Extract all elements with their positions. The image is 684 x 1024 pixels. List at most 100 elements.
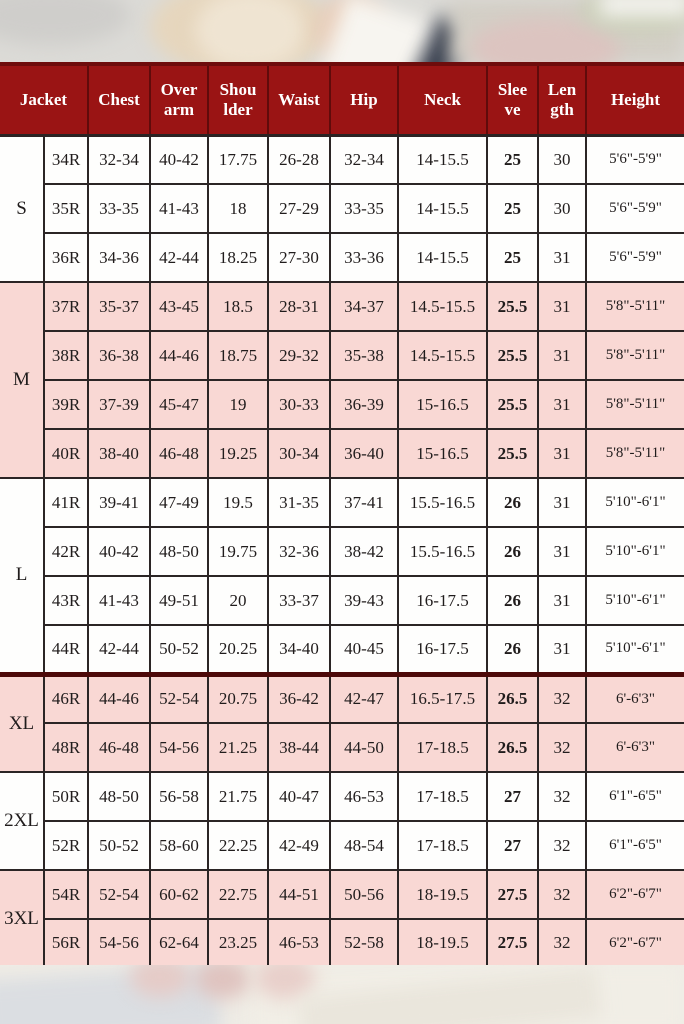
data-cell: 36-39 — [329, 379, 399, 430]
data-cell: 36-42 — [267, 671, 331, 724]
data-cell: 40-42 — [87, 526, 151, 577]
data-cell: 36-38 — [87, 330, 151, 381]
data-cell: 37-39 — [87, 379, 151, 430]
photo-blur-blob — [195, 965, 250, 999]
data-cell: 54-56 — [149, 722, 209, 773]
data-cell: 21.25 — [207, 722, 269, 773]
data-cell: 5'10"-6'1" — [585, 624, 684, 675]
data-cell: 5'6"-5'9" — [585, 232, 684, 283]
data-cell: 15-16.5 — [397, 379, 488, 430]
data-cell: 42-44 — [149, 232, 209, 283]
data-cell: 34-40 — [267, 624, 331, 675]
data-cell: 45-47 — [149, 379, 209, 430]
table-row: 42R 40-42 48-50 19.75 32-36 38-42 15.5-16.5 26 3… — [0, 526, 684, 577]
table-row: L 41R 39-41 47-49 19.5 31-35 37-41 15.5-16.5 26 3… — [0, 477, 684, 675]
data-cell: 50-52 — [149, 624, 209, 675]
data-cell: 14.5-15.5 — [397, 281, 488, 332]
data-cell: 18-19.5 — [397, 869, 488, 920]
data-cell: 27-29 — [267, 183, 331, 234]
data-cell: 5'8"-5'11" — [585, 379, 684, 430]
data-cell: 26 — [486, 477, 539, 528]
data-cell: 17-18.5 — [397, 771, 488, 822]
size-cell: 50R — [43, 771, 89, 822]
data-cell: 31 — [537, 624, 587, 675]
background-photo-top — [0, 0, 684, 62]
data-cell: 20.25 — [207, 624, 269, 675]
data-cell: 33-36 — [329, 232, 399, 283]
data-cell: 32 — [537, 671, 587, 724]
data-cell: 26.5 — [486, 671, 539, 724]
data-cell: 52-58 — [329, 918, 399, 970]
data-cell: 52-54 — [149, 671, 209, 724]
data-cell: 5'8"-5'11" — [585, 330, 684, 381]
data-cell: 39-41 — [87, 477, 151, 528]
data-cell: 31 — [537, 428, 587, 479]
data-cell: 30-34 — [267, 428, 331, 479]
data-cell: 25 — [486, 134, 539, 185]
data-cell: 17.75 — [207, 134, 269, 185]
size-cell: 48R — [44, 722, 89, 773]
photo-blur-blob — [255, 965, 315, 999]
size-cell: 36R — [44, 232, 89, 283]
data-cell: 20.75 — [207, 671, 269, 724]
data-cell: 41-43 — [87, 575, 151, 626]
data-cell: 14-15.5 — [397, 134, 488, 185]
data-cell: 15.5-16.5 — [397, 526, 488, 577]
data-cell: 6'1"-6'5" — [585, 771, 684, 822]
data-cell: 22.25 — [207, 820, 269, 871]
data-cell: 31 — [537, 232, 587, 283]
data-cell: 18.25 — [207, 232, 269, 283]
data-cell: 6'1"-6'5" — [585, 820, 684, 871]
data-cell: 15-16.5 — [397, 428, 488, 479]
group-label-cell: 3XL — [0, 869, 45, 969]
data-cell: 19.25 — [207, 428, 269, 479]
data-cell: 31 — [537, 281, 587, 332]
data-cell: 5'8"-5'11" — [585, 281, 684, 332]
data-cell: 44-46 — [87, 671, 151, 724]
data-cell: 32-34 — [329, 134, 399, 185]
size-cell: 44R — [44, 624, 89, 675]
data-cell: 32 — [537, 918, 587, 970]
data-cell: 31 — [537, 330, 587, 381]
data-cell: 15.5-16.5 — [397, 477, 488, 528]
data-cell: 40-42 — [149, 134, 209, 185]
data-cell: 50-56 — [329, 869, 399, 920]
data-cell: 16-17.5 — [397, 575, 488, 626]
header-cell: Jacket — [0, 62, 89, 137]
data-cell: 18.75 — [207, 330, 269, 381]
data-cell: 30 — [537, 183, 587, 234]
data-cell: 18-19.5 — [397, 918, 488, 970]
data-cell: 42-47 — [329, 671, 399, 724]
data-cell: 14.5-15.5 — [397, 330, 488, 381]
data-cell: 19.5 — [207, 477, 269, 528]
data-cell: 19 — [207, 379, 269, 430]
table-row: 38R 36-38 44-46 18.75 29-32 35-38 14.5-15.5 25.… — [0, 330, 684, 381]
data-cell: 18.5 — [207, 281, 269, 332]
background-photo-bottom — [0, 965, 684, 1024]
table-row: S 34R 32-34 40-42 17.75 26-28 32-34 14-15.5 25 30… — [0, 134, 684, 283]
data-cell: 27.5 — [486, 918, 539, 970]
data-cell: 31 — [537, 575, 587, 626]
size-cell: 40R — [44, 428, 89, 479]
data-cell: 5'6"-5'9" — [585, 134, 684, 185]
data-cell: 31-35 — [267, 477, 331, 528]
data-cell: 41-43 — [149, 183, 209, 234]
data-cell: 25.5 — [486, 428, 539, 479]
data-cell: 34-36 — [87, 232, 151, 283]
header-cell: Chest — [87, 62, 151, 137]
size-cell: 41R — [43, 477, 89, 528]
header-cell: Hip — [329, 62, 399, 137]
data-cell: 46-53 — [329, 771, 399, 822]
data-cell: 40-47 — [267, 771, 331, 822]
table-row: 48R 46-48 54-56 21.25 38-44 44-50 17-18.5 26.5 3… — [0, 722, 684, 773]
table-row: 39R 37-39 45-47 19 30-33 36-39 15-16.5 25.5 31 5'… — [0, 379, 684, 430]
data-cell: 31 — [537, 379, 587, 430]
table-body: S 34R 32-34 40-42 17.75 26-28 32-34 14-15.5 25 30… — [0, 134, 684, 970]
data-cell: 32 — [537, 722, 587, 773]
data-cell: 31 — [537, 477, 587, 528]
data-cell: 44-46 — [149, 330, 209, 381]
data-cell: 32-34 — [87, 134, 151, 185]
header-row: Jacket Chest Over arm Shou lder Waist Hip Neck… — [0, 62, 684, 137]
data-cell: 56-58 — [149, 771, 209, 822]
data-cell: 26-28 — [267, 134, 331, 185]
